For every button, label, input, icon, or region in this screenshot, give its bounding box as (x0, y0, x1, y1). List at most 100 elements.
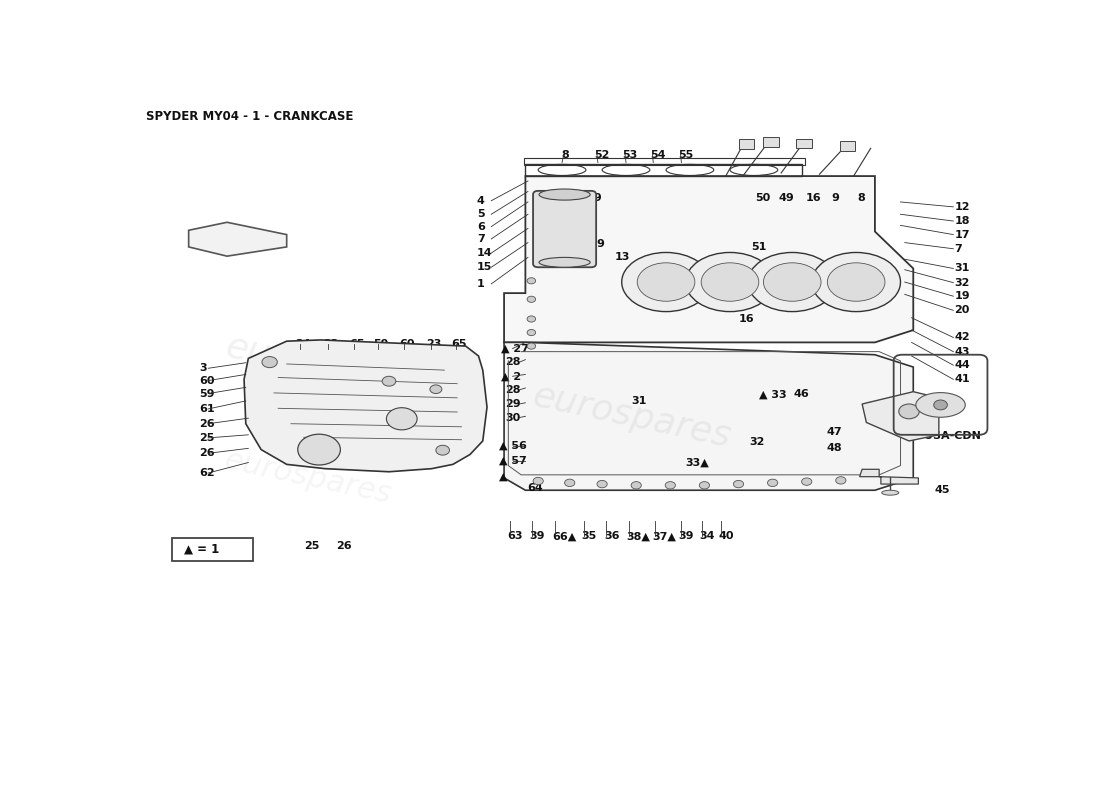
Ellipse shape (637, 263, 695, 302)
Text: 24: 24 (295, 338, 311, 349)
Bar (524, 158, 805, 165)
Text: 6: 6 (476, 222, 485, 231)
FancyBboxPatch shape (534, 191, 596, 267)
Text: 49: 49 (586, 193, 603, 202)
Ellipse shape (701, 263, 759, 302)
Text: 40: 40 (719, 531, 735, 542)
Text: 36: 36 (604, 531, 619, 542)
Text: 29: 29 (505, 399, 520, 409)
Circle shape (436, 446, 450, 455)
Text: 39: 39 (678, 531, 693, 542)
Text: 16: 16 (738, 314, 755, 324)
Text: eurospares: eurospares (529, 378, 735, 454)
Circle shape (386, 408, 417, 430)
Text: 58: 58 (909, 402, 924, 412)
Circle shape (631, 482, 641, 489)
Text: 17: 17 (954, 230, 970, 240)
Text: 33▲: 33▲ (685, 458, 710, 468)
Text: 60: 60 (399, 338, 415, 349)
Polygon shape (862, 392, 938, 441)
Text: 19: 19 (954, 291, 970, 301)
Text: 35: 35 (582, 531, 597, 542)
Circle shape (534, 478, 543, 485)
Text: 51: 51 (751, 242, 767, 252)
Text: SPYDER MY04 - 1 - CRANKCASE: SPYDER MY04 - 1 - CRANKCASE (146, 110, 353, 122)
Circle shape (430, 385, 442, 394)
Text: 26: 26 (199, 418, 214, 429)
Text: 30: 30 (505, 413, 520, 422)
Text: 32: 32 (749, 437, 764, 447)
Text: USA-CDN: USA-CDN (924, 431, 980, 441)
Text: 47: 47 (826, 427, 842, 438)
Circle shape (700, 482, 710, 489)
Text: 66▲: 66▲ (552, 531, 576, 542)
Text: 12: 12 (954, 202, 970, 212)
Text: 26: 26 (199, 448, 214, 458)
Text: 50: 50 (755, 193, 770, 202)
Circle shape (597, 480, 607, 488)
Text: 11: 11 (639, 281, 656, 290)
Text: 23: 23 (323, 338, 339, 349)
Ellipse shape (748, 253, 837, 312)
Text: eurospares: eurospares (222, 446, 394, 510)
Text: 55: 55 (678, 150, 693, 159)
Text: ▲ 27: ▲ 27 (500, 343, 528, 354)
Text: 4: 4 (476, 196, 485, 206)
Circle shape (734, 480, 744, 488)
Text: 34: 34 (700, 531, 715, 542)
Text: 59: 59 (199, 389, 214, 398)
Text: 13: 13 (615, 252, 630, 262)
Ellipse shape (621, 253, 711, 312)
Text: 37▲: 37▲ (652, 531, 676, 542)
Text: ▲ 33: ▲ 33 (759, 389, 786, 399)
Text: 62: 62 (199, 468, 214, 478)
Ellipse shape (763, 263, 821, 302)
Text: 8: 8 (858, 193, 866, 202)
Text: ▲ 56: ▲ 56 (499, 441, 527, 451)
Polygon shape (504, 342, 913, 490)
Bar (738, 139, 754, 149)
Text: 16: 16 (806, 193, 822, 202)
Bar (796, 138, 812, 148)
Text: 53: 53 (623, 150, 638, 159)
Circle shape (527, 296, 536, 302)
Text: 59: 59 (373, 338, 388, 349)
Text: ▲ 2: ▲ 2 (500, 371, 520, 382)
Text: ▲ 57: ▲ 57 (499, 456, 527, 466)
Text: 51: 51 (578, 207, 593, 217)
Polygon shape (189, 222, 287, 256)
Text: 11: 11 (848, 254, 864, 264)
Text: 65: 65 (451, 338, 466, 349)
Text: 61: 61 (199, 404, 214, 414)
Text: ▲ = 1: ▲ = 1 (184, 543, 219, 556)
Ellipse shape (812, 253, 901, 312)
Text: 22: 22 (434, 441, 450, 451)
Text: 41: 41 (954, 374, 970, 384)
Text: 25: 25 (199, 433, 214, 443)
Text: 31: 31 (954, 263, 969, 274)
Text: 42: 42 (954, 333, 970, 342)
Circle shape (934, 400, 947, 410)
Circle shape (262, 357, 277, 368)
Text: 44: 44 (954, 360, 970, 370)
Circle shape (802, 478, 812, 486)
Text: 20: 20 (954, 306, 969, 315)
Text: 8: 8 (561, 150, 569, 159)
Text: 18: 18 (954, 216, 970, 226)
Text: 28: 28 (505, 385, 520, 395)
Text: 28: 28 (505, 357, 520, 367)
Text: 23: 23 (426, 338, 441, 349)
Text: 64: 64 (527, 483, 542, 494)
Bar (172, 538, 253, 561)
Bar (840, 141, 856, 151)
Circle shape (298, 434, 340, 465)
Polygon shape (504, 176, 913, 342)
Text: 26: 26 (337, 541, 352, 550)
Text: 5: 5 (476, 210, 484, 219)
Text: 7: 7 (476, 234, 484, 244)
Circle shape (899, 404, 920, 418)
Text: eurospares: eurospares (222, 330, 428, 405)
Text: 7: 7 (954, 244, 961, 254)
Ellipse shape (827, 263, 886, 302)
Text: 3: 3 (199, 363, 207, 374)
